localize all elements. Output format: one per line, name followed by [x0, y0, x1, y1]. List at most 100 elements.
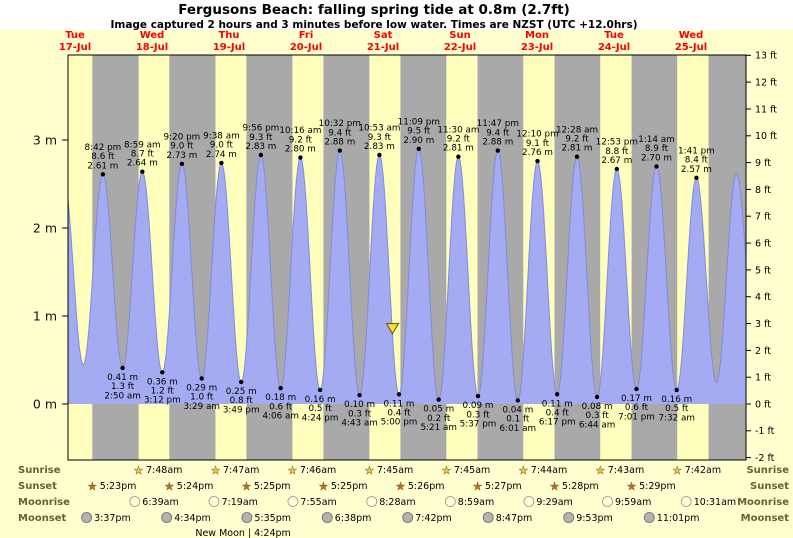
tide-area — [68, 148, 746, 404]
sunrise-icon: ★ — [287, 464, 297, 477]
y-axis-label-ft: 2 ft — [755, 346, 771, 357]
sunset-icon: ★ — [164, 480, 174, 493]
moonset-time: 5:35pm — [254, 513, 291, 524]
sunset-time: 5:25pm — [254, 481, 291, 492]
high-tide-label: 11:30 am 9.2 ft 2.81 m — [437, 125, 479, 153]
sunset-time: 5:24pm — [177, 481, 214, 492]
moonset-time: 11:01pm — [657, 513, 700, 524]
tide-extreme-dot — [674, 387, 679, 393]
high-tide-label: 11:09 pm 9.5 ft 2.90 m — [398, 117, 440, 145]
y-axis-label-ft: 9 ft — [755, 158, 771, 169]
moonrise-icon — [129, 496, 141, 507]
y-axis-label-m: 3 m — [33, 133, 57, 148]
moonset-row-label-left: Moonset — [18, 513, 67, 524]
sunrise-icon: ★ — [518, 464, 528, 477]
page-subtitle: Image captured 2 hours and 3 minutes bef… — [110, 19, 638, 31]
sunrise-icon: ★ — [364, 464, 374, 477]
high-tide-label: 9:20 pm 9.0 ft 2.73 m — [164, 132, 201, 160]
tide-extreme-dot — [179, 161, 185, 166]
moonset-icon — [402, 512, 414, 523]
tide-extreme-dot — [594, 394, 600, 400]
high-tide-label: 8:59 am 8.7 ft 2.64 m — [124, 140, 161, 168]
tide-extreme-dot — [416, 146, 421, 151]
tide-extreme-dot — [298, 155, 303, 160]
tide-extreme-dot — [140, 169, 145, 174]
sunrise-time: 7:45am — [377, 465, 413, 476]
sunset-icon: ★ — [241, 480, 251, 493]
low-tide-label: 0.36 m 1.2 ft 3:12 pm — [144, 377, 181, 405]
tide-extreme-dot — [456, 154, 461, 159]
low-tide-label: 0.29 m 1.0 ft 3:29 am — [183, 384, 220, 412]
tide-extreme-dot — [436, 397, 441, 402]
low-tide-label: 0.05 m 0.2 ft 5:21 am — [420, 405, 457, 433]
y-axis-label-ft: -2 ft — [755, 453, 775, 464]
moonset-time: 3:37pm — [94, 513, 131, 524]
moon-phase-note: New Moon | 4:24pm — [195, 528, 290, 538]
moonrise-icon — [523, 496, 535, 507]
tide-extreme-dot — [160, 370, 165, 375]
page-title: Fergusons Beach: falling spring tide at … — [178, 2, 570, 18]
tide-extreme-dot — [396, 392, 402, 397]
low-tide-label: 0.25 m 0.8 ft 3:49 pm — [223, 387, 260, 415]
moonset-icon — [81, 512, 92, 523]
low-tide-label: 0.18 m 0.6 ft 4:06 am — [262, 393, 299, 421]
tide-extreme-dot — [574, 154, 580, 159]
tide-extreme-dot — [317, 387, 323, 393]
sunset-icon: ★ — [395, 480, 405, 493]
y-axis-label-ft: 13 ft — [755, 51, 777, 62]
day-label: Sun 22-Jul — [444, 30, 476, 53]
moonset-icon — [241, 512, 253, 523]
y-axis-label-ft: 4 ft — [755, 292, 771, 303]
day-label: Thu 19-Jul — [213, 30, 245, 53]
low-tide-label: 0.16 m 0.5 ft 7:32 am — [658, 395, 695, 423]
sunset-icon: ★ — [87, 480, 97, 493]
tide-extreme-dot — [120, 365, 125, 371]
sunset-icon: ★ — [318, 480, 328, 493]
sunrise-time: 7:43am — [608, 465, 644, 476]
low-tide-label: 0.17 m 0.6 ft 7:01 pm — [618, 394, 655, 422]
sunrise-time: 7:46am — [300, 465, 336, 476]
y-axis-label-ft: 11 ft — [755, 104, 777, 115]
y-axis-label-ft: 10 ft — [755, 131, 777, 142]
sunset-icon: ★ — [550, 480, 560, 493]
low-tide-label: 0.08 m 0.3 ft 6:44 am — [579, 402, 616, 430]
moonset-time: 4:34pm — [174, 513, 211, 524]
sunset-time: 5:25pm — [331, 481, 368, 492]
moonset-time: 8:47pm — [496, 513, 533, 524]
high-tide-label: 10:53 am 9.3 ft 2.83 m — [358, 124, 400, 152]
y-axis-label-ft: 6 ft — [755, 239, 771, 250]
moonrise-time: 7:19am — [222, 497, 258, 508]
moonrise-icon — [366, 496, 378, 507]
moonrise-icon — [287, 496, 299, 507]
tide-extreme-dot — [100, 172, 106, 177]
tide-extreme-dot — [614, 166, 619, 172]
low-tide-label: 0.16 m 0.5 ft 4:24 pm — [302, 395, 339, 423]
y-axis-label-m: 1 m — [33, 309, 57, 324]
y-axis-label-m: 0 m — [33, 397, 57, 412]
sunrise-time: 7:44am — [531, 465, 567, 476]
sunset-time: 5:23pm — [100, 481, 137, 492]
tide-extreme-dot — [199, 376, 204, 381]
tide-extreme-dot — [258, 152, 264, 158]
sunrise-time: 7:45am — [454, 465, 490, 476]
moonrise-row-label-right: Moonrise — [737, 497, 789, 508]
high-tide-label: 12:53 pm 8.8 ft 2.67 m — [596, 138, 638, 166]
moonrise-row-label-left: Moonrise — [18, 497, 70, 508]
moonrise-time: 6:39am — [142, 497, 178, 508]
low-tide-label: 0.04 m 0.1 ft 6:01 am — [500, 406, 537, 434]
day-label: Wed 18-Jul — [136, 30, 168, 53]
moonrise-icon — [602, 496, 613, 507]
sunset-time: 5:26pm — [408, 481, 445, 492]
day-label: Fri 20-Jul — [290, 30, 322, 53]
moonset-icon — [563, 512, 575, 523]
y-axis-label-ft: 1 ft — [755, 373, 771, 384]
plot-border — [67, 54, 747, 461]
sunrise-time: 7:48am — [146, 465, 182, 476]
day-label: Tue 17-Jul — [59, 30, 91, 53]
tide-extreme-dot — [535, 158, 540, 164]
sunrise-icon: ★ — [441, 464, 451, 477]
y-axis-label-ft: 12 ft — [755, 78, 777, 89]
tide-extreme-dot — [219, 160, 224, 166]
sunrise-time: 7:47am — [223, 465, 259, 476]
